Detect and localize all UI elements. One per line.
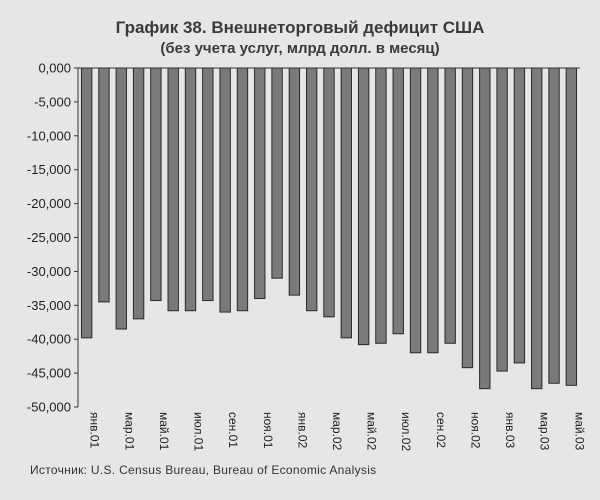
x-tick-label: сен.01 xyxy=(226,412,240,448)
y-tick-label: -40,000 xyxy=(27,332,71,347)
y-tick-label: 0,000 xyxy=(38,61,71,76)
y-tick-label: -30,000 xyxy=(27,264,71,279)
bar xyxy=(479,67,491,390)
y-tick-label: -50,000 xyxy=(27,400,71,415)
bar xyxy=(444,67,456,344)
y-tick-label: -35,000 xyxy=(27,298,71,313)
chart-subtitle: (без учета услуг, млрд долл. в месяц) xyxy=(160,40,440,57)
bar xyxy=(323,67,335,318)
x-tick-label: мар.03 xyxy=(538,412,552,451)
bar xyxy=(461,67,474,369)
bar xyxy=(409,67,422,354)
bar xyxy=(132,67,145,320)
bar xyxy=(184,67,197,312)
bar xyxy=(496,67,508,372)
bar xyxy=(115,67,127,330)
y-tick-label: -20,000 xyxy=(27,196,71,211)
y-tick-label: -15,000 xyxy=(27,162,71,177)
y-tick-label: -45,000 xyxy=(27,366,71,381)
bar xyxy=(271,67,283,279)
bar xyxy=(98,67,110,303)
bar xyxy=(305,67,318,312)
x-tick-label: янв.02 xyxy=(295,412,309,449)
bar xyxy=(375,67,387,344)
bar xyxy=(150,67,162,302)
y-tick-label: -5,000 xyxy=(34,94,71,109)
bar xyxy=(288,67,301,296)
x-tick-label: май.02 xyxy=(365,412,379,451)
bar xyxy=(236,67,249,312)
y-tick-label: -25,000 xyxy=(27,230,71,245)
bar xyxy=(531,67,543,390)
x-tick-label: ноя.01 xyxy=(261,412,275,449)
x-tick-label: мар.02 xyxy=(330,412,344,451)
bar xyxy=(357,67,370,346)
y-tick-label: -10,000 xyxy=(27,128,71,143)
x-tick-label: июл.02 xyxy=(399,412,413,451)
chart-title: График 38. Внешнеторговый дефицит США xyxy=(115,18,485,37)
bar xyxy=(219,67,231,313)
x-tick-label: янв.03 xyxy=(503,412,517,449)
x-tick-label: май.03 xyxy=(572,412,586,451)
bar xyxy=(513,67,526,364)
x-tick-label: янв.01 xyxy=(88,412,102,449)
x-tick-label: мар.01 xyxy=(122,412,136,451)
bar xyxy=(202,67,214,302)
bar xyxy=(167,67,179,312)
bar xyxy=(392,67,404,335)
bar xyxy=(254,67,266,300)
bar xyxy=(427,67,439,354)
x-tick-label: май.01 xyxy=(157,412,171,451)
x-tick-label: июл.01 xyxy=(192,412,206,451)
source-note: Источник: U.S. Census Bureau, Bureau of … xyxy=(30,463,377,477)
bar xyxy=(340,67,353,339)
bar xyxy=(548,67,560,384)
x-tick-label: ноя.02 xyxy=(468,412,482,449)
bar xyxy=(80,67,93,339)
x-tick-label: сен.02 xyxy=(434,412,448,448)
bar xyxy=(565,67,578,386)
